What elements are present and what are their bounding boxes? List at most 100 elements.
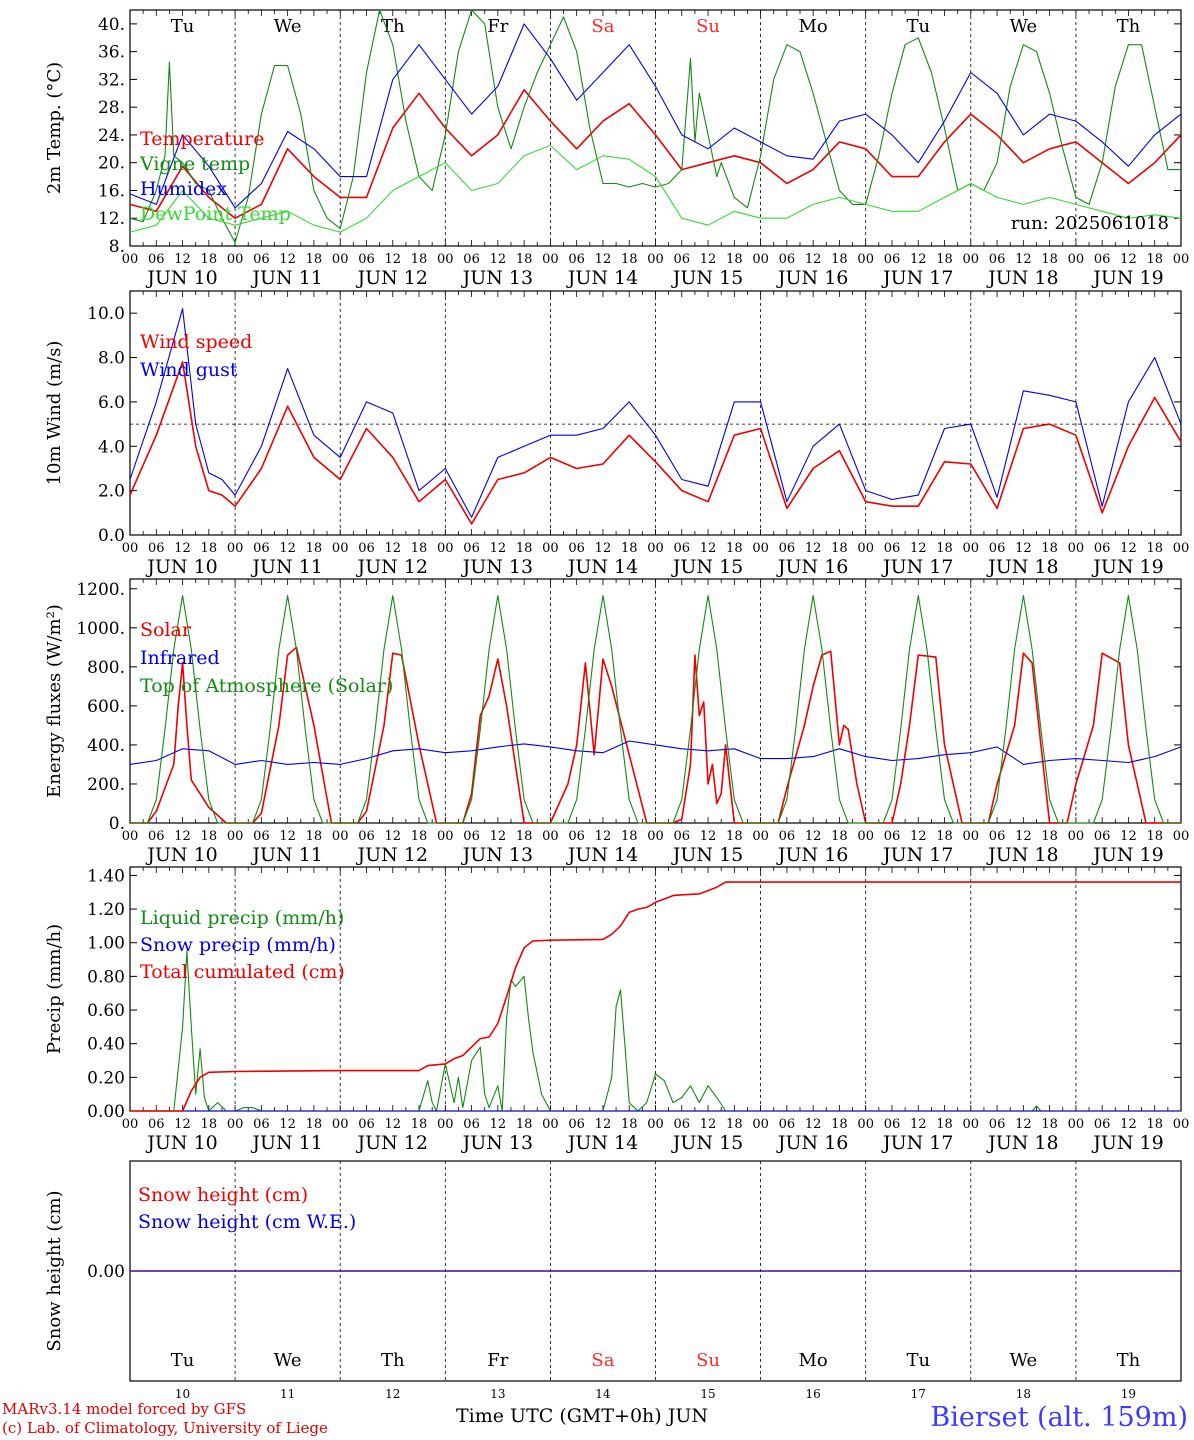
day-name: We [1010,16,1038,37]
hour-tick-label: 06 [674,829,691,844]
hour-tick-label: 18 [726,252,743,267]
series-line [130,950,1181,1112]
date-label: JUN 19 [1091,1132,1163,1154]
day-name: Tu [171,1350,195,1371]
hour-tick-label: 12 [384,541,401,556]
y-tick-label: 0.40 [87,1035,125,1055]
y-axis-label: 2m Temp. (°C) [44,62,65,194]
panel-3: 0. 200. 400. 600. 800. 1000. 1200. Energy fluxe… [44,578,1190,866]
hour-tick-label: 06 [568,541,585,556]
y-tick-label: 0.80 [87,967,125,987]
hour-tick-label: 06 [253,1117,270,1132]
hour-tick-label: 00 [752,252,769,267]
hour-tick-label: 00 [857,541,874,556]
hour-tick-label: 00 [1068,829,1085,844]
hour-tick-label: 18 [621,252,638,267]
hour-tick-label: 00 [963,829,980,844]
hour-tick-label: 12 [700,252,717,267]
hour-tick-label: 00 [1068,1117,1085,1132]
legend-entry: Total cumulated (cm) [140,961,345,983]
y-tick-label: 0.00 [87,1102,125,1122]
hour-tick-label: 06 [884,252,901,267]
hour-tick-label: 12 [490,1117,507,1132]
hour-tick-label: 18 [411,1117,428,1132]
hour-tick-label: 12 [595,829,612,844]
hour-tick-label: 06 [148,541,165,556]
hour-tick-label: 18 [1041,829,1058,844]
hour-tick-label: 18 [306,829,323,844]
run-label: run: 2025061018 [1011,213,1169,234]
hour-tick-label: 12 [384,829,401,844]
hour-tick-label: 00 [227,829,244,844]
hour-tick-label: 06 [989,1117,1006,1132]
y-tick-label: 28. [98,98,125,118]
date-label: JUN 16 [776,844,848,866]
day-name: We [274,1350,302,1371]
day-name: We [274,16,302,37]
hour-tick-label: 06 [779,541,796,556]
station-label: Bierset (alt. 159m) [930,1402,1188,1433]
hour-tick-label: 12 [1015,252,1032,267]
day-name: Tu [171,16,195,37]
legend-entry: Temperature [140,128,264,150]
day-number-label: 18 [1016,1387,1031,1401]
y-tick-label: 400. [87,736,125,756]
hour-tick-label: 00 [227,1117,244,1132]
legend-entry: Infrared [140,647,220,669]
hour-tick-label: 00 [122,1117,139,1132]
hour-tick-label: 00 [963,252,980,267]
date-label: JUN 14 [566,844,638,866]
hour-tick-label: 06 [989,541,1006,556]
hour-tick-label: 00 [1068,252,1085,267]
y-axis-label: Snow height (cm) [44,1190,65,1351]
y-tick-label: 1.00 [87,934,125,954]
hour-tick-label: 12 [279,541,296,556]
hour-tick-label: 00 [963,541,980,556]
y-tick-label: 1200. [76,580,125,600]
hour-tick-label: 06 [358,252,375,267]
date-label: JUN 12 [356,1132,428,1154]
hour-tick-label: 18 [726,1117,743,1132]
date-label: JUN 14 [566,267,638,289]
hour-tick-label: 00 [647,252,664,267]
y-tick-label: 6.0 [98,393,125,413]
date-label: JUN 15 [671,844,743,866]
series-line [129,23,1182,209]
day-name: Fr [487,16,508,37]
hour-tick-label: 00 [437,252,454,267]
hour-tick-label: 18 [726,541,743,556]
hour-tick-label: 12 [595,541,612,556]
legend-entry: Snow precip (mm/h) [140,934,336,956]
hour-tick-label: 12 [595,1117,612,1132]
hour-tick-label: 18 [306,252,323,267]
hour-tick-label: 00 [542,1117,559,1132]
hour-tick-label: 12 [279,829,296,844]
hour-tick-label: 00 [332,1117,349,1132]
date-label: JUN 14 [566,1132,638,1154]
hour-tick-label: 06 [463,829,480,844]
hour-tick-label: 00 [963,1117,980,1132]
hour-tick-label: 12 [805,1117,822,1132]
hour-tick-label: 06 [1094,1117,1111,1132]
day-number-label: 12 [385,1387,400,1401]
legend-entry: Wind gust [140,359,238,381]
hour-tick-label: 18 [726,829,743,844]
hour-tick-label: 00 [122,252,139,267]
hour-tick-label: 06 [253,829,270,844]
hour-tick-label: 18 [621,541,638,556]
hour-tick-label: 18 [831,829,848,844]
hour-tick-label: 18 [516,1117,533,1132]
series-line [129,9,1181,244]
y-tick-label: 200. [87,775,125,795]
series-line [129,740,1182,765]
hour-tick-label: 06 [989,252,1006,267]
date-label: JUN 13 [461,267,533,289]
y-tick-label: 4.0 [98,437,125,457]
date-label: JUN 19 [1091,844,1163,866]
hour-tick-label: 18 [201,541,218,556]
panel-2: 0.0 2.0 4.0 6.0 8.0 10.0 10m Wind (m/s) 00 06 12 1… [44,290,1189,578]
day-number-label: 17 [911,1387,926,1401]
hour-tick-label: 18 [621,829,638,844]
hour-tick-label: 00 [1173,829,1190,844]
day-name: We [1010,1350,1038,1371]
